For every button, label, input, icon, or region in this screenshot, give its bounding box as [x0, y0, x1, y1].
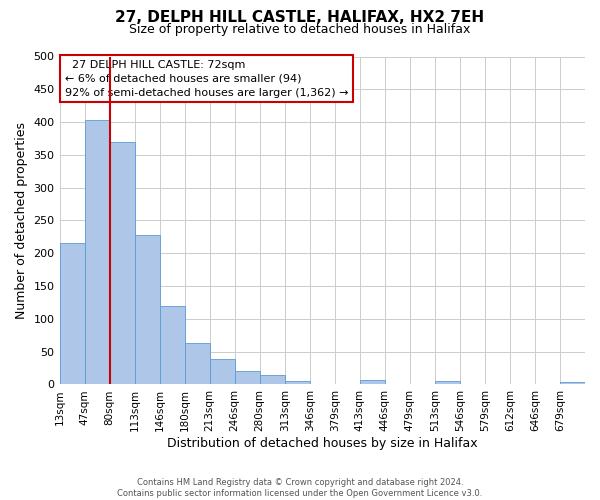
Bar	[59, 244, 85, 384]
Text: Size of property relative to detached houses in Halifax: Size of property relative to detached ho…	[130, 22, 470, 36]
Text: 27 DELPH HILL CASTLE: 72sqm  
← 6% of detached houses are smaller (94)
92% of se: 27 DELPH HILL CASTLE: 72sqm ← 6% of deta…	[65, 60, 348, 98]
Bar	[435, 381, 460, 384]
Bar	[85, 120, 110, 384]
Bar	[110, 142, 134, 384]
Bar	[134, 235, 160, 384]
Bar	[160, 306, 185, 384]
Bar	[285, 381, 310, 384]
Bar	[560, 382, 585, 384]
Bar	[360, 380, 385, 384]
Bar	[185, 343, 209, 384]
Text: Contains HM Land Registry data © Crown copyright and database right 2024.
Contai: Contains HM Land Registry data © Crown c…	[118, 478, 482, 498]
Y-axis label: Number of detached properties: Number of detached properties	[15, 122, 28, 319]
Bar	[235, 370, 260, 384]
Bar	[209, 359, 235, 384]
Bar	[260, 376, 285, 384]
X-axis label: Distribution of detached houses by size in Halifax: Distribution of detached houses by size …	[167, 437, 478, 450]
Text: 27, DELPH HILL CASTLE, HALIFAX, HX2 7EH: 27, DELPH HILL CASTLE, HALIFAX, HX2 7EH	[115, 10, 485, 25]
